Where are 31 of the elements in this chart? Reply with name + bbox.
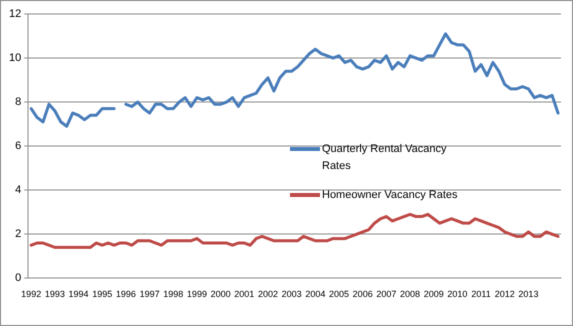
x-tick-label: 2002 xyxy=(258,289,278,300)
x-tick-label: 2003 xyxy=(282,289,302,300)
y-tick-label: 0 xyxy=(15,272,22,284)
x-tick-label: 1992 xyxy=(21,289,42,300)
x-tick-label: 2005 xyxy=(329,289,350,300)
x-tick-label: 2000 xyxy=(210,289,231,300)
x-tick-label: 1995 xyxy=(92,289,112,300)
x-tick-label: 2006 xyxy=(352,289,373,300)
x-tick-label: 2012 xyxy=(494,289,515,300)
x-tick-label: 2008 xyxy=(400,289,420,300)
x-tick-label: 2001 xyxy=(234,289,254,300)
x-tick-label: 1998 xyxy=(163,289,184,300)
legend-label: Quarterly Rental Vacancy Rates xyxy=(322,142,448,174)
x-tick-label: 1994 xyxy=(68,289,89,300)
x-tick-label: 1999 xyxy=(186,289,207,300)
x-tick-label: 2010 xyxy=(447,289,468,300)
x-tick-label: 2004 xyxy=(305,289,326,300)
x-tick-label: 1997 xyxy=(140,289,160,300)
x-tick-label: 1996 xyxy=(116,289,136,300)
y-tick-label: 4 xyxy=(15,184,22,196)
y-tick-label: 8 xyxy=(15,96,22,108)
x-tick-label: 1993 xyxy=(44,289,65,300)
x-tick-label: 2013 xyxy=(518,289,538,300)
y-tick-label: 12 xyxy=(8,8,22,20)
y-tick-label: 10 xyxy=(8,52,22,64)
x-tick-label: 2009 xyxy=(424,289,444,300)
y-tick-label: 2 xyxy=(15,228,22,240)
x-tick-label: 2007 xyxy=(376,289,396,300)
y-tick-label: 6 xyxy=(15,140,22,152)
x-tick-label: 2011 xyxy=(471,289,491,300)
legend-label: Homeowner Vacancy Rates xyxy=(322,188,459,203)
